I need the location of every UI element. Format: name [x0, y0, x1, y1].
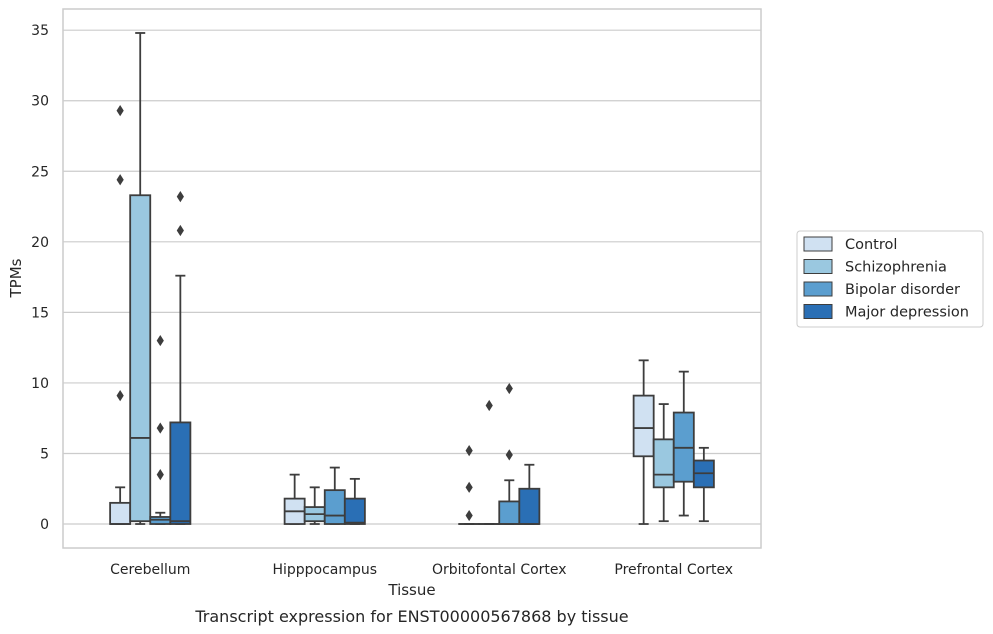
- y-tick-label: 30: [31, 94, 49, 110]
- legend-swatch: [803, 281, 833, 297]
- outlier-point: [116, 390, 124, 402]
- legend-label: Control: [845, 237, 897, 253]
- box-major-depression: [518, 463, 541, 525]
- y-axis-label: TPMs: [7, 258, 25, 298]
- outlier-point: [465, 509, 473, 522]
- y-tick-labels: 0 5 10 15 20 25 30 35: [31, 23, 49, 533]
- box-major-depression: [169, 191, 192, 525]
- legend-swatch: [803, 236, 833, 252]
- box-schizophrenia: [129, 32, 152, 525]
- outlier-point: [176, 224, 184, 237]
- outlier-point: [116, 174, 124, 186]
- box-control: [458, 445, 481, 525]
- box-schizophrenia: [478, 399, 501, 525]
- box-body: [323, 489, 346, 525]
- legend-label: Schizophrenia: [845, 260, 947, 276]
- legend-label: Major depression: [845, 305, 969, 321]
- legend-label: Bipolar disorder: [845, 282, 960, 298]
- box-control: [109, 104, 132, 525]
- outlier-point: [176, 191, 184, 203]
- x-tick-label: Orbitofontal Cortex: [432, 562, 567, 578]
- y-tick-label: 15: [31, 305, 49, 321]
- box-major-depression: [343, 477, 366, 525]
- outlier-point: [465, 481, 473, 493]
- x-tick-labels: Cerebellum Hipppocampus Orbitofontal Corte…: [110, 562, 733, 578]
- legend-swatch: [803, 259, 833, 274]
- outlier-point: [156, 422, 164, 434]
- box-control: [632, 359, 655, 525]
- legend-swatch: [803, 304, 833, 319]
- box-body: [109, 501, 132, 525]
- outlier-point: [465, 445, 473, 457]
- box-body: [129, 194, 152, 523]
- outlier-point: [505, 449, 513, 461]
- box-schizophrenia: [652, 403, 675, 523]
- y-tick-label: 20: [31, 235, 49, 251]
- y-tick-label: 10: [31, 376, 49, 392]
- box-body: [169, 421, 192, 525]
- chart-caption: Transcript expression for ENST0000056786…: [194, 607, 628, 626]
- box-control: [283, 473, 306, 525]
- legend-frame: [796, 230, 984, 328]
- box-body: [518, 487, 541, 525]
- box-major-depression: [692, 446, 715, 523]
- x-tick-label: Prefrontal Cortex: [614, 562, 733, 578]
- legend: Control Schizophrenia Bipolar disorder Majo…: [796, 230, 984, 328]
- outlier-point: [116, 104, 124, 117]
- outlier-point: [505, 382, 513, 395]
- plot-frame: [62, 8, 762, 549]
- box-body: [652, 438, 675, 489]
- box-body: [343, 497, 366, 525]
- box-body: [498, 500, 521, 525]
- box-groups: [109, 32, 715, 525]
- outlier-point: [156, 334, 164, 347]
- box-bipolar-disorder: [498, 382, 521, 525]
- y-tick-label: 25: [31, 164, 49, 180]
- outlier-point: [156, 469, 164, 481]
- x-tick-label: Hipppocampus: [272, 562, 377, 578]
- outlier-point: [485, 399, 493, 412]
- box-bipolar-disorder: [672, 370, 695, 517]
- y-tick-label: 35: [31, 23, 49, 39]
- y-tick-label: 5: [40, 446, 49, 462]
- x-axis-label: Tissue: [387, 581, 435, 599]
- x-tick-label: Cerebellum: [110, 562, 190, 578]
- y-tick-label: 0: [40, 517, 49, 533]
- box-body: [632, 394, 655, 458]
